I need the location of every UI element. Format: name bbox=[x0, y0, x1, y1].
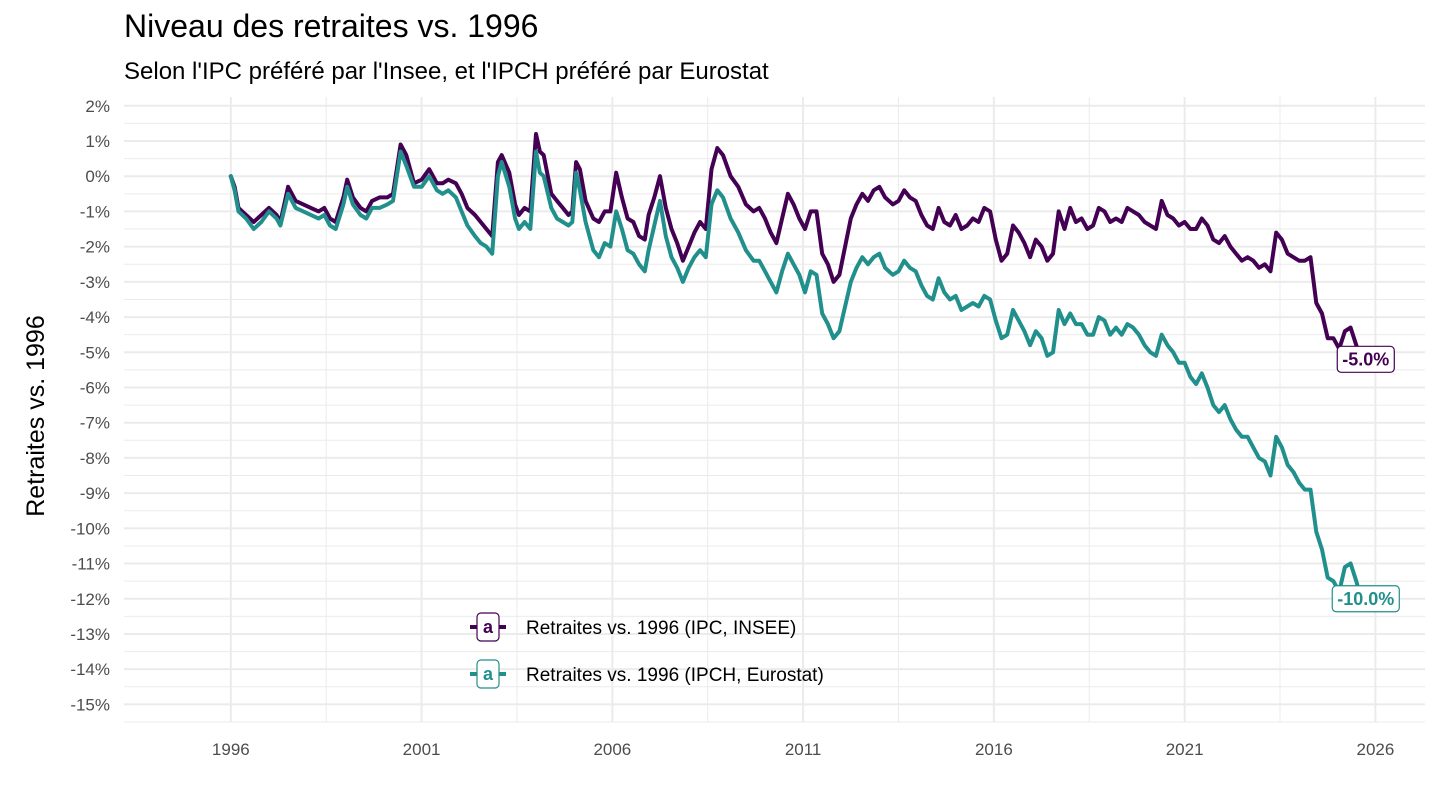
end-label-2: -10.0% bbox=[1331, 585, 1400, 613]
y-tick-label: -13% bbox=[70, 625, 110, 644]
legend-key-box bbox=[476, 612, 500, 642]
y-tick-label: -15% bbox=[70, 695, 110, 714]
y-tick-label: -1% bbox=[80, 202, 110, 221]
end-label-text: -5.0% bbox=[1342, 349, 1389, 369]
x-tick-label: 2026 bbox=[1356, 740, 1394, 759]
y-tick-label: -10% bbox=[70, 519, 110, 538]
x-tick-label: 2021 bbox=[1166, 740, 1204, 759]
end-label-text: -10.0% bbox=[1337, 589, 1394, 609]
legend-item-2: a Retraites vs. 1996 (IPCH, Eurostat) bbox=[470, 659, 824, 689]
y-tick-label: -11% bbox=[72, 555, 110, 574]
y-tick-label: 1% bbox=[85, 132, 110, 151]
legend-label: Retraites vs. 1996 (IPC, INSEE) bbox=[526, 618, 796, 639]
y-tick-label: -8% bbox=[80, 449, 110, 468]
end-label-1: -5.0% bbox=[1336, 345, 1395, 373]
x-tick-label: 2001 bbox=[403, 740, 441, 759]
chart-subtitle: Selon l'IPC préféré par l'Insee, et l'IP… bbox=[124, 58, 769, 85]
y-tick-label: -4% bbox=[80, 308, 110, 327]
legend: a Retraites vs. 1996 (IPC, INSEE) a Retrait… bbox=[470, 612, 824, 689]
legend-key-glyph: a bbox=[483, 664, 494, 684]
y-tick-label: -7% bbox=[80, 414, 110, 433]
series-lines bbox=[228, 132, 1370, 605]
legend-key-glyph: a bbox=[483, 617, 494, 637]
y-tick-label: -5% bbox=[80, 343, 110, 362]
y-tick-label: -3% bbox=[80, 273, 110, 292]
series-line-2 bbox=[228, 149, 1370, 605]
y-axis-tick-labels: 2% 1% 0% -1% -2% -3% -4% -5% -6% -7% -8% -9% -10% -11… bbox=[70, 97, 110, 715]
y-tick-label: -12% bbox=[70, 590, 110, 609]
y-axis-label: Retraites vs. 1996 bbox=[22, 315, 50, 517]
y-tick-label: -2% bbox=[80, 238, 110, 257]
series-line-1 bbox=[228, 132, 1370, 365]
end-labels: -5.0% -10.0% bbox=[1331, 345, 1400, 613]
y-tick-label: -6% bbox=[80, 378, 110, 397]
chart-title: Niveau des retraites vs. 1996 bbox=[124, 8, 539, 44]
y-tick-label: -9% bbox=[80, 484, 110, 503]
x-tick-label: 2016 bbox=[975, 740, 1013, 759]
x-tick-label: 2006 bbox=[593, 740, 631, 759]
y-tick-label: 2% bbox=[85, 97, 110, 116]
legend-item-1: a Retraites vs. 1996 (IPC, INSEE) bbox=[470, 612, 796, 642]
x-axis-tick-labels: 1996 2001 2006 2011 2016 2021 2026 bbox=[212, 740, 1394, 759]
x-tick-label: 1996 bbox=[212, 740, 250, 759]
x-tick-label: 2011 bbox=[785, 740, 822, 759]
legend-key-box bbox=[476, 659, 500, 689]
grid-minor bbox=[124, 97, 1425, 723]
y-tick-label: 0% bbox=[85, 167, 110, 186]
y-tick-label: -14% bbox=[70, 660, 110, 679]
legend-label: Retraites vs. 1996 (IPCH, Eurostat) bbox=[526, 665, 824, 686]
